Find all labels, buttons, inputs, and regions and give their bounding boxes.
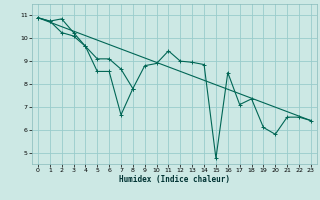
X-axis label: Humidex (Indice chaleur): Humidex (Indice chaleur) [119, 175, 230, 184]
